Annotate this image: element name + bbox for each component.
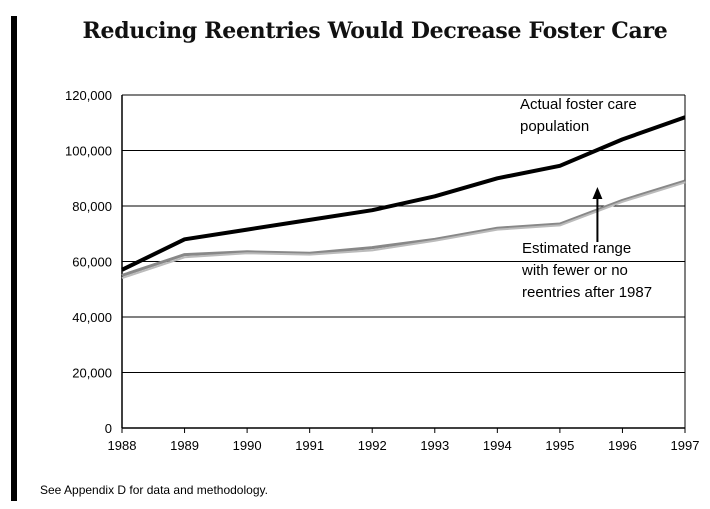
annotation-text: reentries after 1987 bbox=[522, 284, 652, 301]
y-tick-label: 20,000 bbox=[72, 366, 112, 381]
series-line bbox=[121, 181, 686, 280]
annotation-text: Actual foster care bbox=[520, 96, 637, 113]
x-tick-label: 1990 bbox=[233, 438, 262, 453]
y-tick-label: 100,000 bbox=[65, 144, 112, 159]
annotation-arrow bbox=[592, 187, 603, 242]
x-tick-labels: 1988 1989 1990 1991 1992 1993 1994 1995 1996 1997 bbox=[108, 428, 700, 453]
series-line bbox=[121, 179, 686, 277]
x-tick-label: 1993 bbox=[420, 438, 449, 453]
annotation-text: with fewer or no bbox=[521, 262, 628, 279]
x-tick-label: 1996 bbox=[608, 438, 637, 453]
x-tick-label: 1989 bbox=[170, 438, 199, 453]
y-tick-label: 60,000 bbox=[72, 255, 112, 270]
y-tick-label: 0 bbox=[105, 421, 112, 436]
x-tick-label: 1994 bbox=[483, 438, 512, 453]
left-margin-bar bbox=[11, 16, 17, 501]
footnote: See Appendix D for data and methodology. bbox=[40, 483, 268, 497]
x-tick-label: 1988 bbox=[108, 438, 137, 453]
x-tick-label: 1992 bbox=[358, 438, 387, 453]
axes bbox=[121, 95, 686, 429]
x-tick-label: 1997 bbox=[671, 438, 700, 453]
annotations: Actual foster care population Estimated ra… bbox=[520, 96, 652, 301]
series-line bbox=[121, 115, 686, 272]
y-tick-label: 80,000 bbox=[72, 199, 112, 214]
x-tick-label: 1991 bbox=[295, 438, 324, 453]
y-tick-labels: 0 20,000 40,000 60,000 80,000 100,000 120,000 bbox=[65, 88, 112, 436]
annotation-text: Estimated range bbox=[522, 240, 631, 257]
arrow-head bbox=[592, 187, 603, 199]
series-lines bbox=[121, 115, 686, 280]
annotation-text: population bbox=[520, 118, 589, 135]
x-tick-label: 1995 bbox=[545, 438, 574, 453]
y-tick-label: 120,000 bbox=[65, 88, 112, 103]
y-tick-label: 40,000 bbox=[72, 310, 112, 325]
grid-lines bbox=[122, 94, 685, 373]
chart-title: Reducing Reentries Would Decrease Foster… bbox=[82, 18, 668, 44]
